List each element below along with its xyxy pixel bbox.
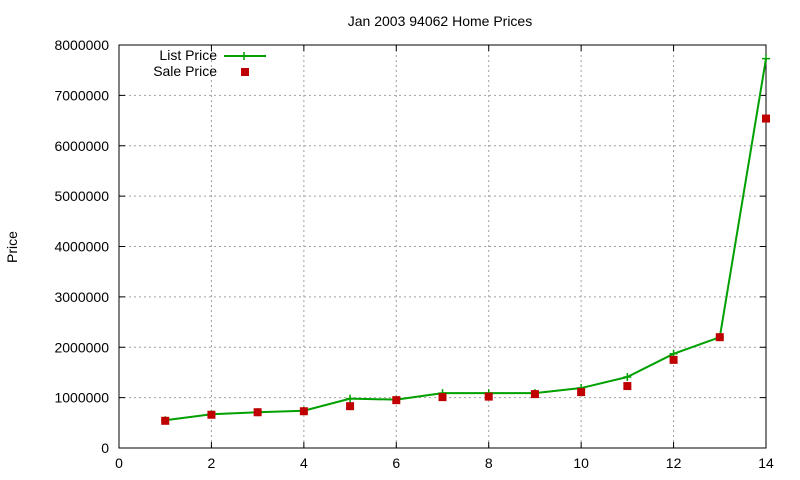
x-tick-label: 4 — [300, 455, 308, 471]
legend-sale-price-label: Sale Price — [153, 63, 217, 79]
sale-price-point — [715, 333, 724, 342]
sale-price-point — [669, 355, 678, 364]
sale-price-point — [299, 407, 308, 416]
sale-price-point — [484, 392, 493, 401]
sale-price-point — [346, 402, 355, 411]
sale-price-point — [207, 410, 216, 419]
sale-price-point — [762, 114, 770, 123]
y-tick-label: 5000000 — [54, 188, 109, 204]
sale-price-point — [253, 408, 262, 417]
chart-title: Jan 2003 94062 Home Prices — [348, 13, 532, 29]
sale-price-point — [577, 388, 586, 397]
plot-border — [118, 44, 767, 449]
x-tick-label: 14 — [758, 455, 774, 471]
sale-price-point — [438, 393, 447, 402]
axis-ticks: 0 2 4 6 8 10 12 14 0 1000000 2000000 3000000 4000000… — [54, 37, 774, 471]
y-axis-label: Price — [4, 231, 20, 263]
sale-price-point — [530, 390, 539, 399]
y-tick-label: 3000000 — [54, 289, 109, 305]
y-tick-label: 7000000 — [54, 87, 109, 103]
y-tick-label: 8000000 — [54, 37, 109, 53]
y-tick-label: 1000000 — [54, 390, 109, 406]
y-tick-label: 6000000 — [54, 138, 109, 154]
y-tick-label: 0 — [101, 440, 109, 456]
series-layer — [161, 54, 770, 425]
sale-price-point — [623, 382, 632, 391]
list-price-line — [165, 58, 767, 422]
grid — [119, 45, 766, 448]
y-tick-label: 4000000 — [54, 239, 109, 255]
legend-sale-price-marker — [241, 68, 249, 76]
sale-price-point — [161, 416, 170, 425]
legend-list-price-marker — [240, 52, 248, 60]
list-price-point — [623, 372, 632, 381]
x-tick-label: 8 — [485, 455, 493, 471]
x-tick-label: 2 — [208, 455, 216, 471]
legend: List Price Sale Price — [153, 47, 266, 79]
y-tick-label: 2000000 — [54, 339, 109, 355]
x-tick-label: 10 — [573, 455, 589, 471]
list-price-point — [346, 394, 355, 403]
x-tick-label: 6 — [392, 455, 400, 471]
sale-price-point — [392, 396, 401, 405]
x-tick-label: 12 — [666, 455, 682, 471]
list-price-point — [762, 54, 770, 63]
x-tick-label: 0 — [115, 455, 123, 471]
legend-list-price-label: List Price — [159, 47, 217, 63]
